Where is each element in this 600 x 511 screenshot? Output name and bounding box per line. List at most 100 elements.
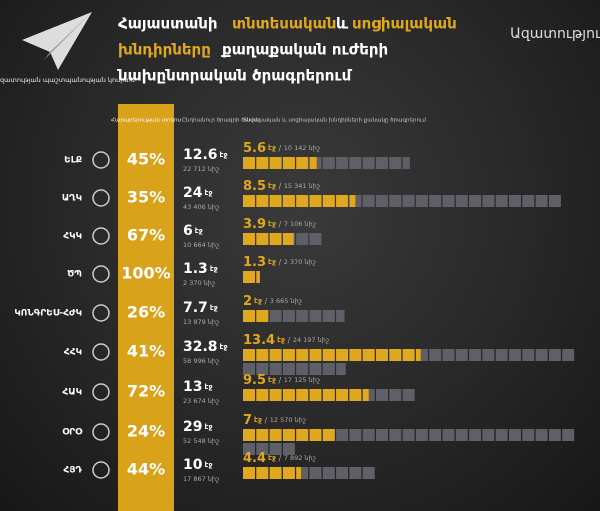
logo-plane	[22, 12, 92, 70]
econ-square	[402, 349, 415, 361]
econ-square	[309, 389, 322, 401]
econ-square	[309, 349, 322, 361]
chars-unit: նիշ	[203, 279, 215, 287]
econ-square	[296, 349, 309, 361]
page-squares	[243, 467, 375, 479]
pages-unit: էջ	[204, 423, 212, 431]
total-chars: 17 867 նիշ	[183, 475, 219, 483]
econ-square	[415, 349, 421, 361]
page-square	[509, 349, 521, 361]
page-square	[256, 443, 269, 455]
econ-square	[349, 389, 362, 401]
econ-square	[362, 389, 369, 401]
econ-chars-value: 24 197	[293, 336, 316, 344]
page-square	[469, 195, 482, 207]
page-square	[362, 429, 375, 441]
party-logo	[92, 383, 110, 401]
econ-pages: 4.4 էջ / 7 892 նիշ	[243, 451, 316, 466]
title: Հայաստանի	[118, 15, 218, 33]
page-square	[495, 195, 508, 207]
page-square	[455, 429, 468, 441]
page-square	[376, 195, 388, 207]
econ-square	[269, 349, 282, 361]
page-square	[442, 349, 455, 361]
percent: 24%	[127, 422, 165, 441]
total-pages-value: 32.8	[183, 339, 218, 355]
page-square	[415, 429, 428, 441]
pages-unit: էջ	[210, 304, 218, 312]
page-square	[336, 157, 349, 169]
total-chars: 2 370 նիշ	[183, 279, 215, 287]
separator: /	[276, 258, 284, 267]
total-pages-value: 12.6	[183, 147, 218, 163]
separator: /	[262, 416, 270, 425]
page-squares	[243, 271, 260, 283]
pages-unit: էջ	[204, 383, 212, 391]
econ-pages-value: 13.4	[243, 333, 275, 348]
econ-square	[296, 157, 309, 169]
econ-square	[256, 349, 269, 361]
party-name: ԱՂԿ	[62, 194, 82, 204]
econ-square	[269, 233, 282, 245]
econ-square	[256, 389, 269, 401]
total-pages: 10 էջ	[183, 457, 212, 473]
separator: /	[262, 297, 270, 306]
separator: /	[276, 144, 284, 153]
party-logo	[92, 189, 110, 207]
watermark: Ազատություն	[510, 26, 600, 42]
page-square	[349, 467, 362, 479]
percent: 44%	[127, 460, 165, 479]
total-pages: 24 էջ	[183, 185, 212, 201]
page-square	[482, 195, 495, 207]
party-logo	[92, 343, 110, 361]
pages-unit: էջ	[254, 416, 262, 424]
econ-chars-value: 15 341	[284, 182, 307, 190]
logo-text: Խոսքի ազատության պաշտպանության կոմիտե	[0, 76, 135, 84]
party-logo	[92, 265, 110, 283]
page-squares	[243, 429, 575, 455]
econ-pages: 2 էջ / 3 665 նիշ	[243, 294, 302, 309]
page-square	[535, 195, 548, 207]
chars-unit: նիշ	[207, 241, 219, 249]
chars-unit: նիշ	[303, 258, 315, 266]
page-square	[389, 429, 402, 441]
total-chars: 13 879 նիշ	[183, 318, 219, 326]
econ-square	[243, 389, 255, 401]
page-square	[535, 429, 548, 441]
econ-square	[243, 467, 255, 479]
total-pages-value: 7.7	[183, 300, 208, 316]
page-square	[495, 349, 508, 361]
econ-square	[243, 271, 255, 283]
party-name: ԾՊ	[67, 270, 82, 280]
page-square	[256, 363, 269, 375]
econ-square	[256, 467, 269, 479]
total-chars-value: 43 406	[183, 203, 206, 211]
econ-square	[243, 349, 255, 361]
page-square	[269, 443, 282, 455]
total-chars-value: 10 664	[183, 241, 206, 249]
total-chars: 43 406 նիշ	[183, 203, 219, 211]
econ-square	[282, 467, 295, 479]
page-square	[402, 195, 415, 207]
separator: /	[285, 336, 293, 345]
econ-square	[389, 349, 402, 361]
econ-chars-value: 3 665	[270, 297, 289, 305]
econ-square	[282, 389, 295, 401]
party-logo	[92, 304, 110, 322]
econ-pages: 13.4 էջ / 24 197 նիշ	[243, 333, 329, 348]
pages-unit: էջ	[220, 343, 228, 351]
total-chars: 22 712 նիշ	[183, 165, 219, 173]
pages-unit: էջ	[268, 182, 276, 190]
title: տնտեսական	[232, 15, 336, 33]
econ-square	[243, 310, 255, 322]
page-square	[402, 157, 410, 169]
chars-unit: նիշ	[207, 318, 219, 326]
chars-unit: նիշ	[303, 220, 315, 228]
page-square	[309, 233, 322, 245]
page-square	[336, 310, 345, 322]
page-square	[309, 310, 322, 322]
percent-column	[118, 104, 174, 511]
page-square	[322, 310, 335, 322]
party-logo	[92, 423, 110, 441]
percent: 41%	[127, 342, 165, 361]
